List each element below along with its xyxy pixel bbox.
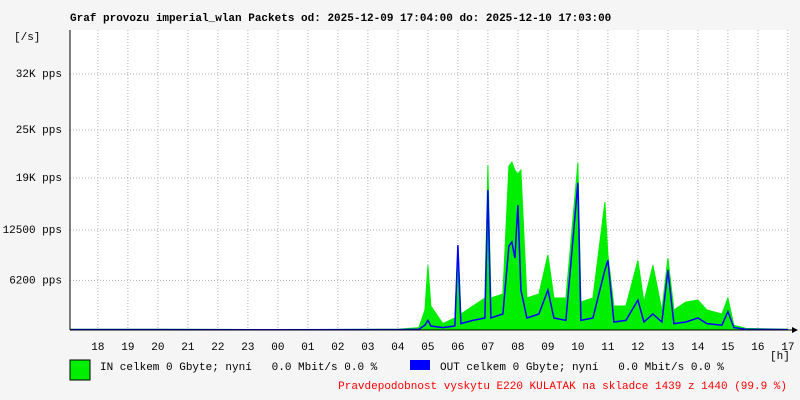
x-tick-label: 17 [781, 342, 794, 354]
x-tick-label: 04 [391, 342, 405, 354]
y-tick-label: 32K pps [16, 69, 62, 81]
x-tick-label: 19 [121, 342, 134, 354]
plot-area [70, 30, 790, 330]
x-tick-label: 03 [361, 342, 374, 354]
x-tick-label: 08 [511, 342, 524, 354]
chart-title: Graf provozu imperial_wlan Packets od: 2… [70, 13, 611, 25]
x-tick-label: 15 [721, 342, 734, 354]
legend-in: IN celkem 0 Gbyte; nyní 0.0 Mbit/s 0.0 % [100, 362, 378, 374]
x-tick-label: 20 [151, 342, 164, 354]
x-tick-label: 05 [421, 342, 434, 354]
x-tick-label: 16 [751, 342, 764, 354]
note: Pravdepodobnost vyskytu E220 KULATAK na … [338, 381, 787, 393]
x-tick-label: 06 [451, 342, 464, 354]
legend-out: OUT celkem 0 Gbyte; nyní 0.0 Mbit/s 0.0 … [440, 362, 724, 374]
x-tick-label: 11 [601, 342, 615, 354]
y-tick-label: 12500 pps [3, 225, 62, 237]
x-tick-label: 14 [691, 342, 705, 354]
legend-swatch-out [410, 360, 430, 370]
x-tick-label: 02 [331, 342, 344, 354]
x-axis-arrow [792, 327, 798, 333]
y-axis-label: [/s] [14, 32, 40, 44]
x-tick-label: 01 [301, 342, 315, 354]
legend-swatch-in [69, 359, 91, 381]
plot: 6200 pps 12500 pps 19K pps 25K pps 32K pps 18… [3, 30, 798, 354]
x-axis-label: [h] [770, 351, 790, 363]
y-tick-label: 19K pps [16, 173, 62, 185]
x-tick-label: 10 [571, 342, 584, 354]
x-tick-label: 22 [211, 342, 224, 354]
x-tick-label: 13 [661, 342, 674, 354]
x-tick-label: 21 [181, 342, 195, 354]
x-tick-label: 18 [91, 342, 104, 354]
x-tick-label: 12 [631, 342, 644, 354]
series-line [70, 182, 788, 331]
x-tick-label: 07 [481, 342, 494, 354]
series-area [70, 160, 789, 331]
y-tick-label: 25K pps [16, 125, 62, 137]
x-tick-label: 00 [271, 342, 284, 354]
x-tick-label: 09 [541, 342, 554, 354]
y-tick-label: 6200 pps [9, 275, 62, 287]
x-tick-label: 23 [241, 342, 254, 354]
